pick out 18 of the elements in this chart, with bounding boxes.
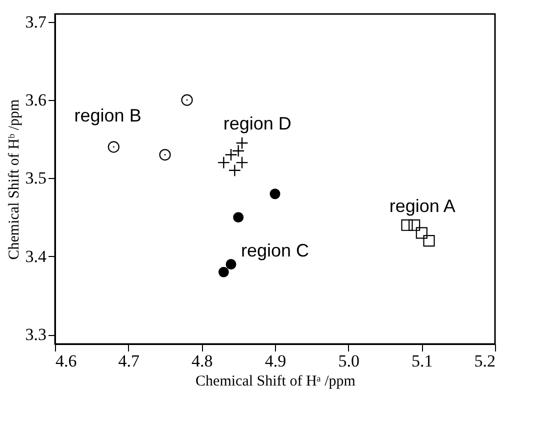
x-tick-label: 5.0 (338, 352, 360, 370)
x-tick-label: 4.9 (264, 352, 286, 370)
x-tick-label: 5.1 (412, 352, 433, 370)
x-tick-label: 4.7 (118, 352, 140, 370)
y-axis-title: Chemical Shift of Hᵇ /ppm (6, 98, 22, 260)
x-tick-label: 4.6 (56, 352, 77, 370)
x-axis-title: Chemical Shift of Hᵃ /ppm (196, 374, 356, 390)
y-tick-label: 3.7 (25, 12, 47, 32)
x-tick-label: 4.8 (192, 352, 213, 370)
annotation: region D (223, 114, 292, 134)
y-tick-label: 3.4 (25, 246, 47, 266)
y-tick-label: 3.5 (25, 168, 46, 188)
annotation: region A (389, 196, 456, 216)
annotation: region C (240, 240, 310, 261)
annotation: region B (74, 105, 142, 126)
y-tick-label: 3.6 (25, 90, 46, 110)
y-tick-label: 3.3 (25, 325, 46, 344)
x-tick-label: 5.2 (474, 352, 496, 370)
